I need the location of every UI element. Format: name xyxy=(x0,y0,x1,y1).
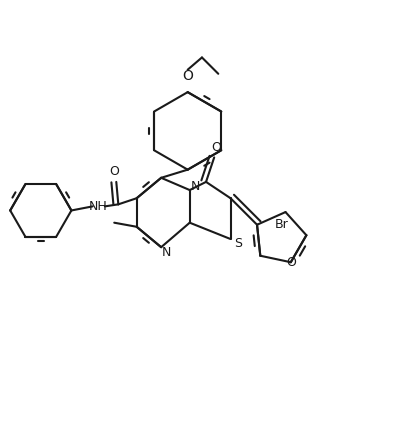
Text: O: O xyxy=(182,69,193,83)
Text: O: O xyxy=(109,165,119,178)
Text: Br: Br xyxy=(275,218,288,231)
Text: N: N xyxy=(162,246,171,258)
Text: S: S xyxy=(234,238,242,250)
Text: O: O xyxy=(286,256,296,269)
Text: NH: NH xyxy=(89,200,107,213)
Text: N: N xyxy=(191,180,200,193)
Text: O: O xyxy=(211,141,221,154)
